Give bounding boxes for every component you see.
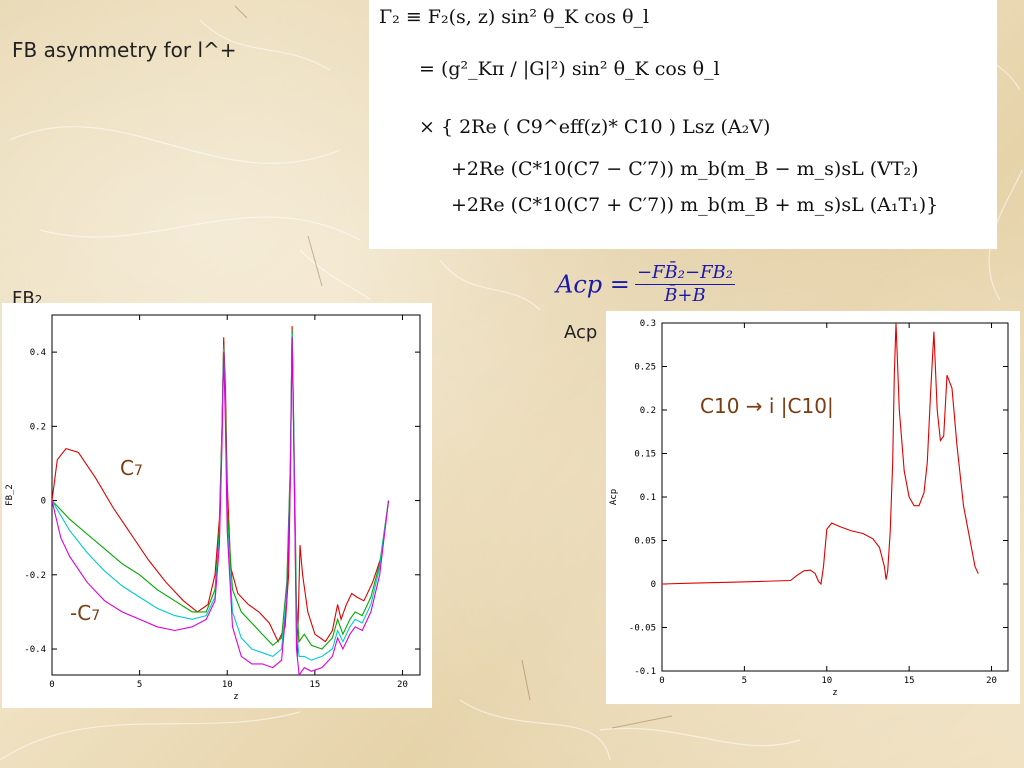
y-tick-label: 0.2 xyxy=(640,406,656,416)
formula-line-2: = (g²_Kπ / |G|²) sin² θ_K cos θ_l xyxy=(419,58,720,80)
y-tick-label: 0.15 xyxy=(634,450,656,460)
series-line-1 xyxy=(662,323,979,586)
y-tick-label: 0.3 xyxy=(640,319,656,329)
c7-annotation-sub: 7 xyxy=(133,463,143,479)
x-tick-label: 0 xyxy=(49,680,54,690)
y-tick-label: -0.4 xyxy=(24,645,46,655)
y-tick-label: -0.05 xyxy=(629,624,656,634)
acp-formula-lhs: Acp = xyxy=(556,270,630,299)
minus-c7-annotation-sub: 7 xyxy=(91,608,101,624)
fb2-plot-panel: 0 5 10 15 20 -0.4 -0.2 0 0.2 0.4 z FB_2 xyxy=(2,303,432,708)
acp-formula-fraction: −FB̄₂−FB₂ B̄+B xyxy=(634,262,735,307)
acp-plot-panel: 0 5 10 15 20 -0.1 -0.05 0 0.05 0.1 0.15 0.2 0.25 0.3 z… xyxy=(606,311,1020,704)
c7-annotation: C7 xyxy=(120,456,143,480)
y-tick-label: 0 xyxy=(41,497,46,507)
slide-title: FB asymmetry for l^+ xyxy=(12,38,237,62)
y-tick-label: -0.2 xyxy=(24,571,46,581)
minus-c7-annotation: -C7 xyxy=(70,601,100,625)
series-line-1 xyxy=(52,326,390,657)
acp-chart: 0 5 10 15 20 -0.1 -0.05 0 0.05 0.1 0.15 0.2 0.25 0.3 z… xyxy=(609,319,1009,698)
y-tick-label: 0 xyxy=(651,580,656,590)
y-tick-label: 0.2 xyxy=(30,422,46,432)
formula-line-3: × { 2Re ( C9^eff(z)* C10 ) Lsz (A₂V) xyxy=(419,116,771,138)
formula-line-1: Γ₂ ≡ F₂(s, z) sin² θ_K cos θ_l xyxy=(379,6,650,28)
x-tick-label: 5 xyxy=(137,680,142,690)
x-tick-label: 5 xyxy=(742,676,747,686)
fb2-chart: 0 5 10 15 20 -0.4 -0.2 0 0.2 0.4 z FB_2 xyxy=(5,314,421,702)
minus-c7-annotation-base: -C xyxy=(70,601,92,625)
formula-line-5: +2Re (C*10(C7 + C′7)) m_b(m_B + m_s)sL (… xyxy=(451,194,939,216)
series-line-2 xyxy=(52,329,390,650)
x-axis-title: z xyxy=(233,692,238,702)
x-tick-label: 20 xyxy=(397,680,408,690)
x-tick-label: 20 xyxy=(986,676,997,686)
y-tick-label: 0.25 xyxy=(634,363,656,373)
x-tick-label: 15 xyxy=(309,680,320,690)
y-axis-title: Acp xyxy=(609,489,619,505)
formula-line-4: +2Re (C*10(C7 − C′7)) m_b(m_B − m_s)sL (… xyxy=(451,158,919,180)
acp-formula-denominator: B̄+B xyxy=(664,285,706,306)
y-tick-label: -0.1 xyxy=(634,667,656,677)
acp-panel-label: Acp xyxy=(564,322,598,343)
x-tick-label: 10 xyxy=(222,680,233,690)
x-tick-label: 0 xyxy=(659,676,664,686)
plot-frame xyxy=(661,322,1009,672)
x-tick-label: 15 xyxy=(904,676,915,686)
acp-formula: Acp = −FB̄₂−FB₂ B̄+B xyxy=(556,262,735,307)
plot-frame xyxy=(51,314,421,676)
y-tick-label: 0.05 xyxy=(634,537,656,547)
y-tick-label: 0.4 xyxy=(30,348,46,358)
y-axis-title: FB_2 xyxy=(5,484,15,506)
acp-formula-numerator: −FB̄₂−FB₂ xyxy=(634,262,735,285)
fb-formula-box: Γ₂ ≡ F₂(s, z) sin² θ_K cos θ_l = (g²_Kπ … xyxy=(369,0,997,249)
fb2-label-subscript: 2 xyxy=(34,293,43,307)
series-line-3 xyxy=(52,333,390,661)
x-axis-title: z xyxy=(832,688,837,698)
y-tick-label: 0.1 xyxy=(640,493,656,503)
c7-annotation-base: C xyxy=(120,456,134,480)
x-tick-label: 10 xyxy=(821,676,832,686)
series-line-4 xyxy=(52,337,390,675)
c10-annotation: C10 → i |C10| xyxy=(700,394,834,418)
